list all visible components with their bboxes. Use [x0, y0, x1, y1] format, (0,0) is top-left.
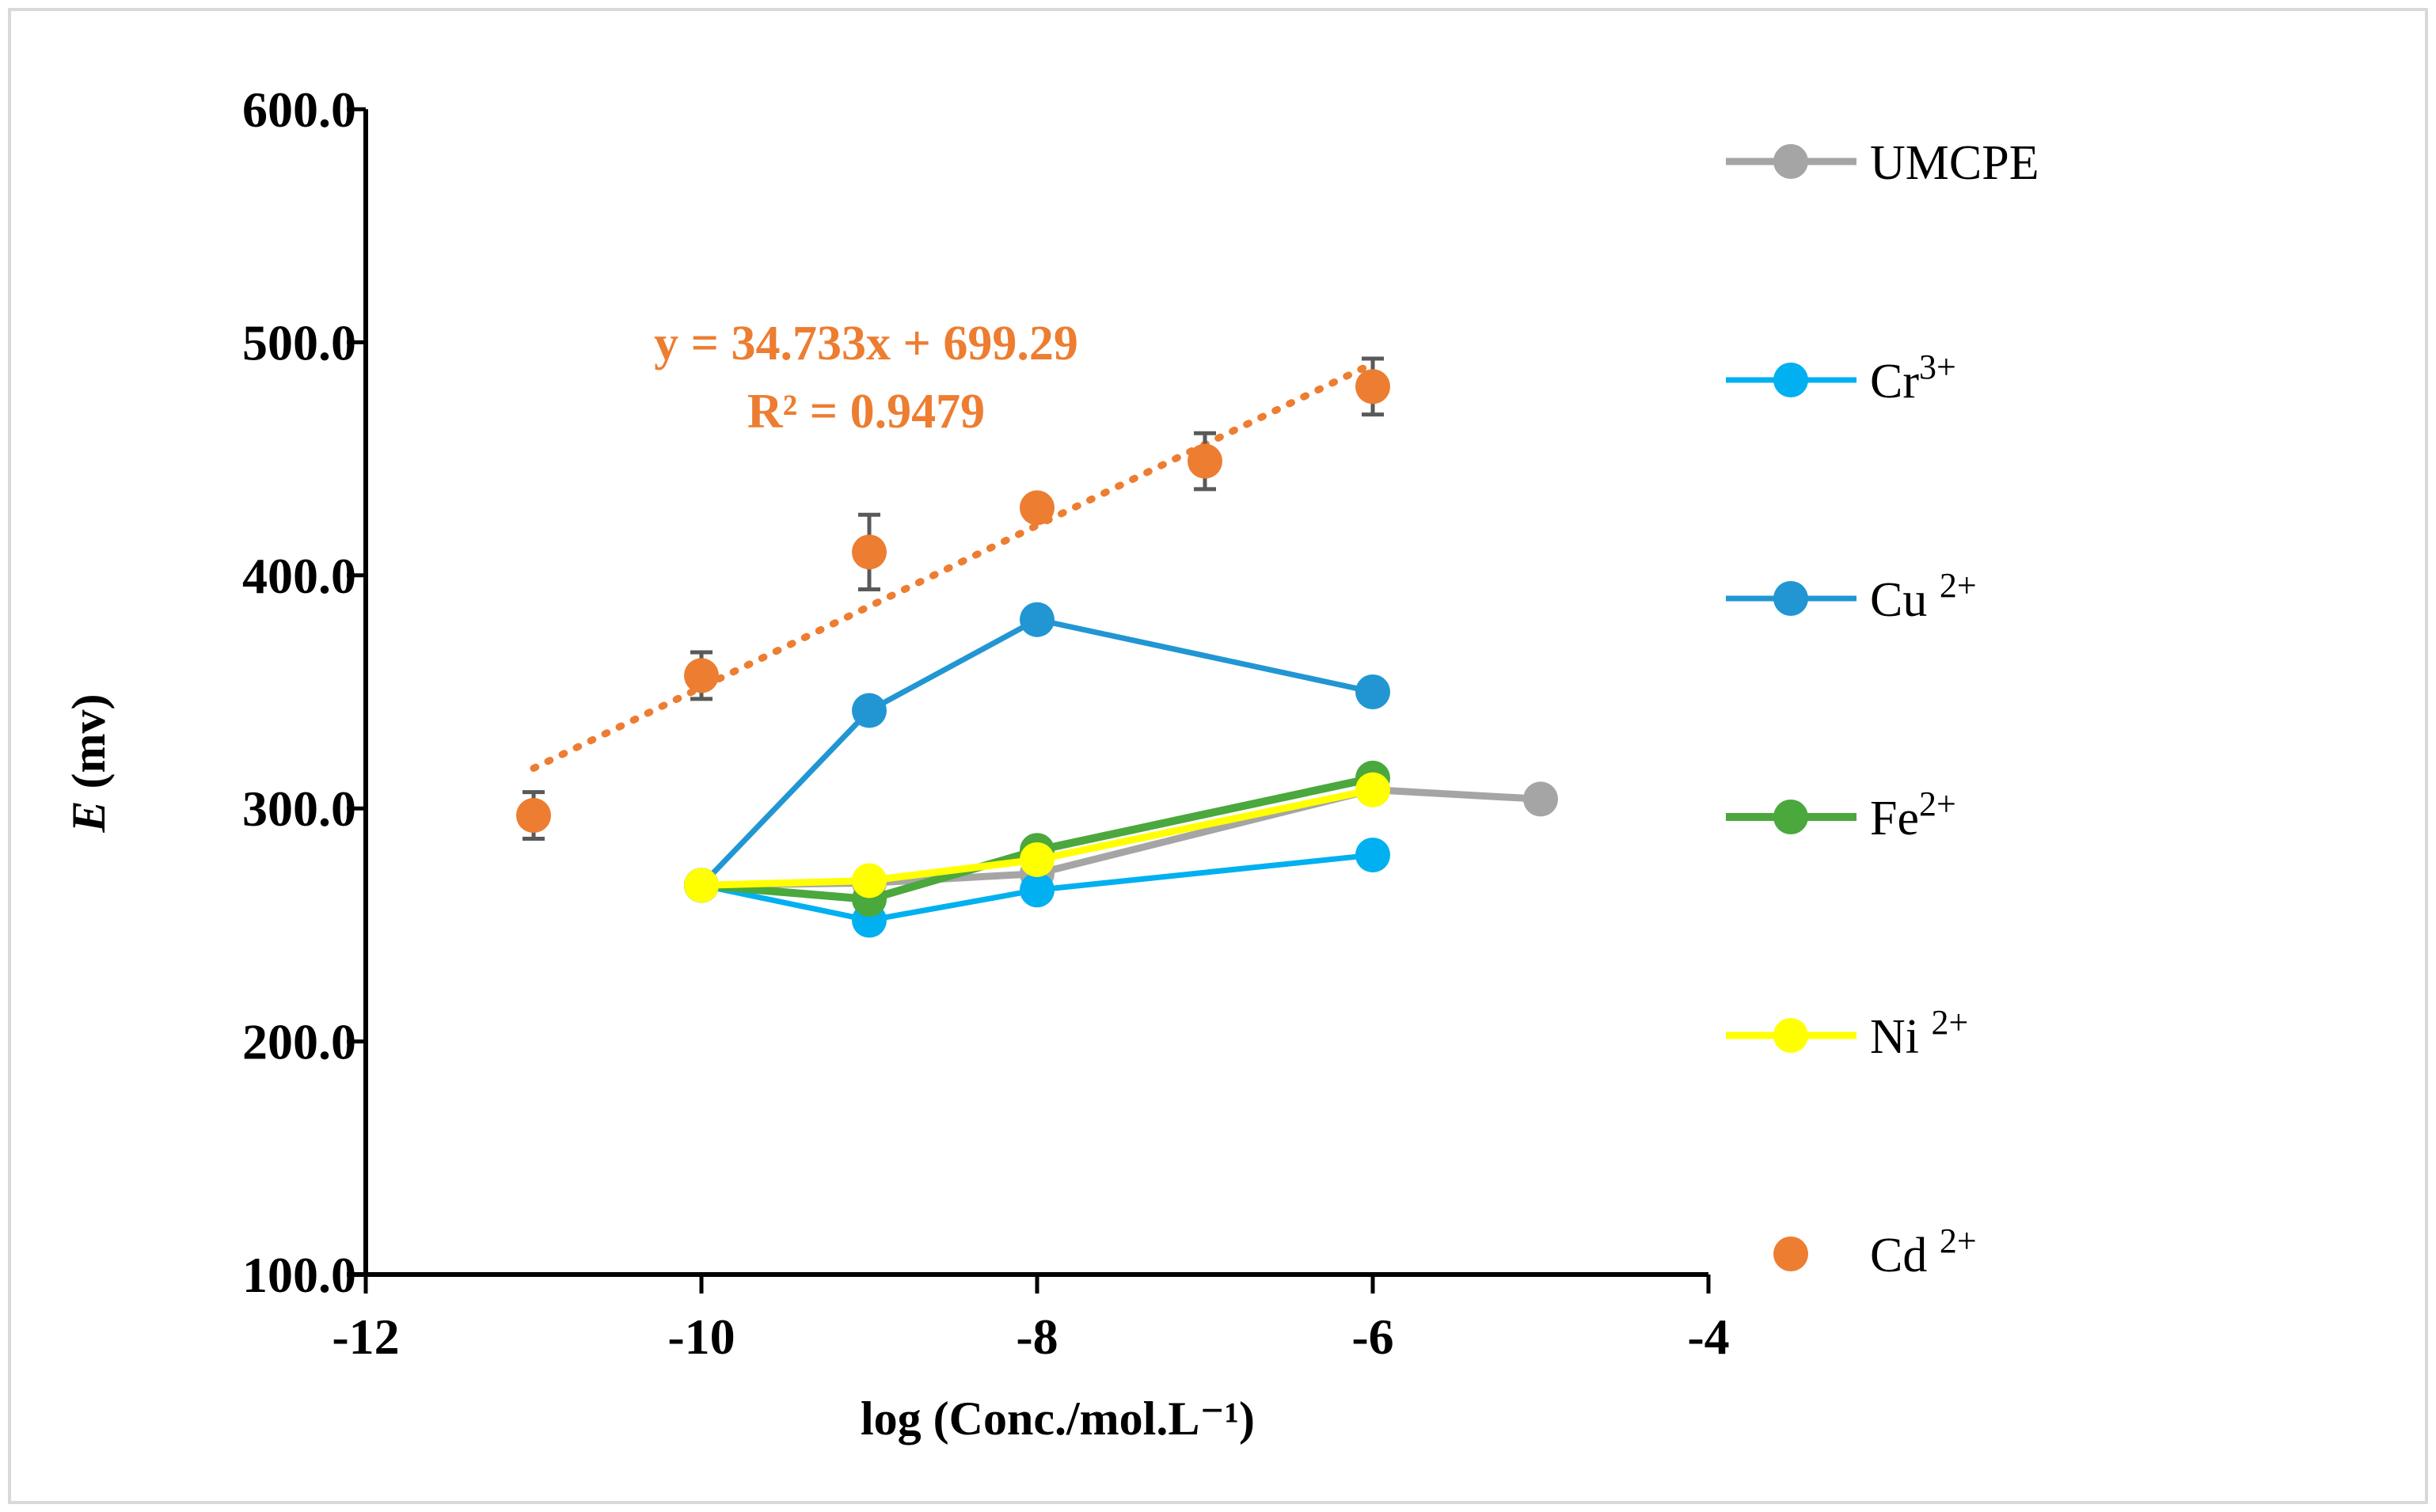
- x-tick-label: -12: [332, 1309, 399, 1365]
- x-axis-ticks: -12 -10 -8 -6 -4: [332, 1275, 1730, 1365]
- legend-marker: [1773, 363, 1808, 397]
- x-axis-title: log (Conc./mol.L⁻¹): [861, 1392, 1255, 1445]
- y-tick-label: 300.0: [242, 781, 356, 837]
- series-line-umcpe: [701, 786, 1541, 889]
- legend-marker: [1773, 581, 1808, 616]
- data-point: [852, 863, 887, 898]
- legend-item-cd: Cd 2+: [1773, 1221, 1977, 1282]
- series-line-ni: [701, 786, 1374, 889]
- legend: UMCPE Cr3+ Cu 2+ Fe2+ Ni 2+ Cd 2+: [1726, 136, 2039, 1282]
- trendline-equation: y = 34.733x + 699.29: [654, 317, 1078, 370]
- legend-item-umcpe: UMCPE: [1726, 136, 2039, 190]
- data-point: [1020, 841, 1055, 877]
- data-point: [516, 798, 551, 834]
- y-tick-label: 100.0: [242, 1247, 356, 1303]
- y-axis-title-unit: (mv): [63, 694, 115, 801]
- legend-label: UMCPE: [1870, 136, 2039, 190]
- legend-label: Cr3+: [1870, 348, 1956, 408]
- data-point: [852, 534, 887, 570]
- data-point: [1355, 369, 1390, 405]
- series-cd: [516, 356, 1390, 841]
- legend-item-cr: Cr3+: [1726, 348, 1956, 408]
- series-line-cu: [699, 617, 1374, 887]
- legend-label: Ni 2+: [1870, 1003, 1968, 1064]
- y-axis-title: E (mv): [63, 694, 115, 834]
- x-tick-label: -6: [1351, 1309, 1393, 1365]
- legend-item-cu: Cu 2+: [1726, 566, 1977, 627]
- y-axis-ticks: 100.0 200.0 300.0 400.0 500.0 600.0: [242, 82, 366, 1303]
- y-tick-label: 400.0: [242, 548, 356, 604]
- legend-marker: [1773, 1237, 1808, 1271]
- data-point: [1020, 602, 1055, 637]
- data-point: [1523, 781, 1558, 817]
- legend-label: Fe2+: [1870, 784, 1956, 845]
- legend-label: Cd 2+: [1870, 1221, 1977, 1282]
- data-point: [1355, 772, 1390, 807]
- legend-marker: [1773, 144, 1808, 179]
- data-point: [1020, 872, 1055, 908]
- legend-item-ni: Ni 2+: [1726, 1003, 1968, 1064]
- plot-area: [516, 356, 1558, 938]
- trendline-layer: [530, 359, 1377, 772]
- x-tick-label: -10: [667, 1309, 735, 1365]
- legend-marker: [1773, 800, 1808, 834]
- y-tick-label: 600.0: [242, 82, 356, 138]
- series-layer: [516, 356, 1558, 938]
- x-tick-label: -8: [1016, 1309, 1058, 1365]
- legend-label: Cu 2+: [1870, 566, 1977, 627]
- data-point: [684, 658, 719, 693]
- data-point: [1355, 674, 1390, 709]
- data-point: [1020, 490, 1055, 526]
- y-tick-label: 500.0: [242, 314, 356, 370]
- chart-frame: [8, 8, 2428, 1504]
- y-axis-title-symbol: E: [63, 800, 115, 833]
- legend-item-fe: Fe2+: [1726, 784, 1956, 845]
- series-ni: [684, 772, 1390, 903]
- series-line-fe: [701, 774, 1374, 904]
- data-point: [852, 693, 887, 728]
- data-point: [1188, 443, 1222, 479]
- legend-marker: [1773, 1018, 1808, 1053]
- trendline-r-squared: R² = 0.9479: [747, 385, 985, 439]
- trendline-annotation: y = 34.733x + 699.29 R² = 0.9479: [654, 317, 1078, 439]
- series-line-cr: [701, 852, 1374, 924]
- data-point: [1355, 838, 1390, 873]
- y-tick-label: 200.0: [242, 1014, 356, 1070]
- trendline-cd: [530, 359, 1377, 772]
- data-point: [684, 868, 719, 903]
- x-tick-label: -4: [1687, 1309, 1729, 1365]
